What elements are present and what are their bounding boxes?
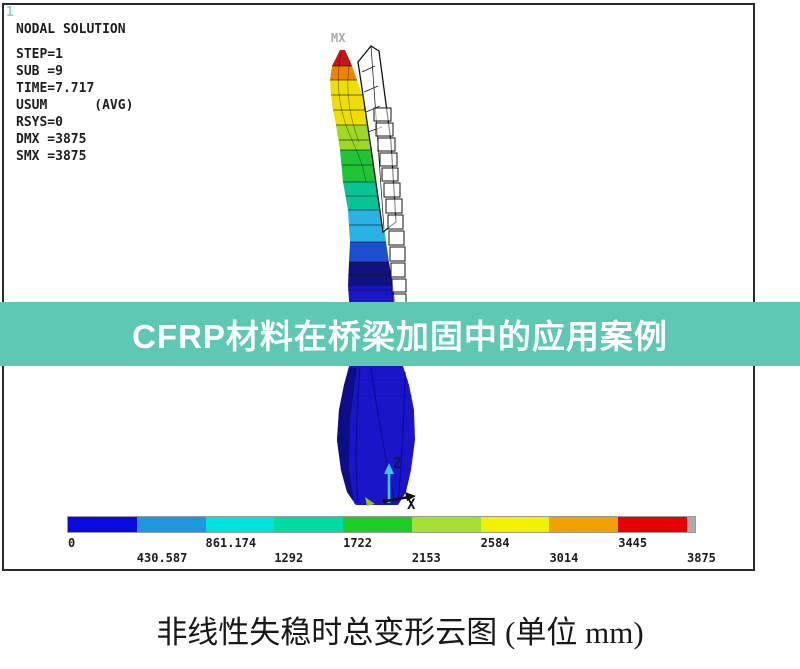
colorbar-tick-label: 430.587 [136,551,188,565]
colorbar-segment [343,517,412,532]
colorbar-segment [411,517,481,532]
colorbar-segment [205,517,275,532]
colorbar-tick-label: 1722 [343,536,373,550]
colorbar-ticks: 0 861.174 1722 2584 3445 430.587 1292 2153 3014 3… [68,536,716,568]
colorbar-segment [136,517,206,532]
solution-info-line: NODAL SOLUTION [16,22,126,37]
colorbar-tick-label: 3014 [549,551,579,565]
colorbar: 0 861.174 1722 2584 3445 430.587 1292 2153 3014 3… [67,516,716,565]
colorbar-segment [274,517,344,532]
colorbar-tick-label: 861.174 [205,536,257,550]
colorbar-gradient [67,516,696,533]
solution-info-block: NODAL SOLUTION STEP=1 SUB =9 TIME=7.717 USUM… [16,21,133,165]
solution-info-line: SMX =3875 [16,149,87,164]
solution-info-line: USUM (AVG) [16,98,134,113]
colorbar-segment [480,517,550,532]
colorbar-tick-label: 2584 [480,536,510,550]
colorbar-segment [68,517,137,532]
colorbar-tick-label: 0 [68,536,76,550]
plot-number-label: 1 [6,5,14,20]
solution-info-line: TIME=7.717 [16,81,95,96]
solution-info-line: RSYS=0 [16,115,63,130]
figure-caption-text: 非线性失稳时总变形云图 (单位 mm) [156,615,644,650]
solution-info-line: SUB =9 [16,64,63,79]
colorbar-segment [549,517,619,532]
colorbar-endcap [686,517,695,532]
solution-info-line: STEP=1 [16,47,63,62]
figure-caption: 非线性失稳时总变形云图 (单位 mm) [0,590,800,669]
colorbar-tick-label: 3875 [687,551,716,565]
colorbar-tick-label: 2153 [411,551,441,565]
colorbar-segment [618,517,687,532]
banner-title: CFRP材料在桥梁加固中的应用案例 [132,318,668,355]
colorbar-tick-label: 3445 [618,536,648,550]
title-banner: CFRP材料在桥梁加固中的应用案例 [0,302,800,366]
colorbar-tick-label: 1292 [274,551,304,565]
solution-info-line: DMX =3875 [16,132,87,147]
